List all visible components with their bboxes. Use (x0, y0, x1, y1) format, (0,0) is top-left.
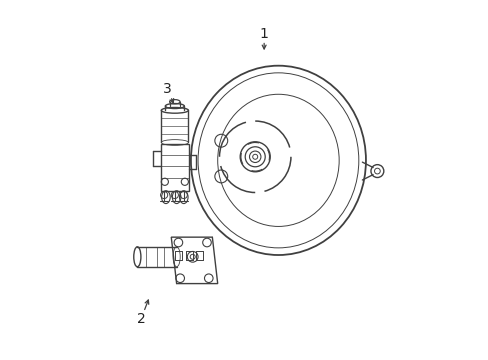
Text: 2: 2 (136, 300, 148, 326)
Text: 3: 3 (163, 82, 173, 103)
Text: 1: 1 (259, 27, 268, 49)
